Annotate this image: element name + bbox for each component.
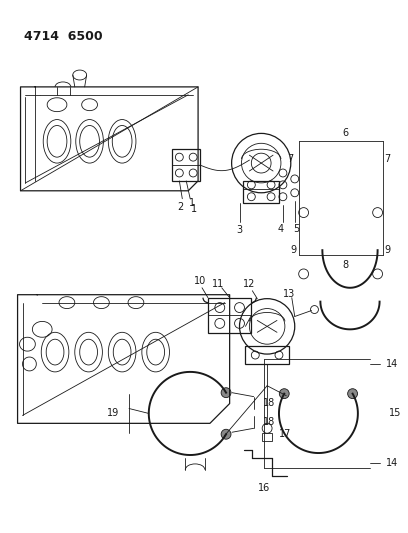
Text: 11: 11 (212, 279, 224, 289)
Text: 9: 9 (290, 245, 297, 255)
Circle shape (221, 429, 231, 439)
Text: 3: 3 (237, 225, 243, 236)
Text: 14: 14 (386, 359, 398, 369)
Bar (208, 297, 251, 333)
Text: 12: 12 (243, 279, 255, 289)
Text: 6: 6 (342, 128, 348, 139)
Bar (173, 149, 200, 181)
Text: 14: 14 (386, 458, 398, 468)
Text: 1: 1 (191, 204, 197, 214)
Text: 7: 7 (384, 154, 390, 164)
Circle shape (279, 389, 289, 399)
Text: 10: 10 (194, 276, 206, 286)
Text: 7: 7 (288, 154, 294, 164)
Circle shape (221, 387, 231, 398)
Bar (262, 433, 272, 441)
Text: 15: 15 (390, 408, 402, 418)
Text: 13: 13 (283, 289, 295, 298)
Text: 4: 4 (278, 224, 284, 235)
Text: 4714  6500: 4714 6500 (24, 30, 103, 44)
Text: 8: 8 (342, 260, 348, 270)
Text: 16: 16 (258, 483, 270, 492)
Text: 5: 5 (294, 224, 300, 235)
Circle shape (348, 389, 357, 399)
Text: 18: 18 (263, 398, 275, 408)
Text: 19: 19 (107, 408, 119, 418)
Bar (244, 181, 279, 203)
Text: 9: 9 (384, 245, 390, 255)
Bar (246, 346, 289, 364)
Text: 2: 2 (177, 201, 184, 212)
Text: 1: 1 (189, 198, 195, 208)
Text: 17: 17 (279, 429, 291, 439)
Text: 18: 18 (263, 417, 275, 427)
